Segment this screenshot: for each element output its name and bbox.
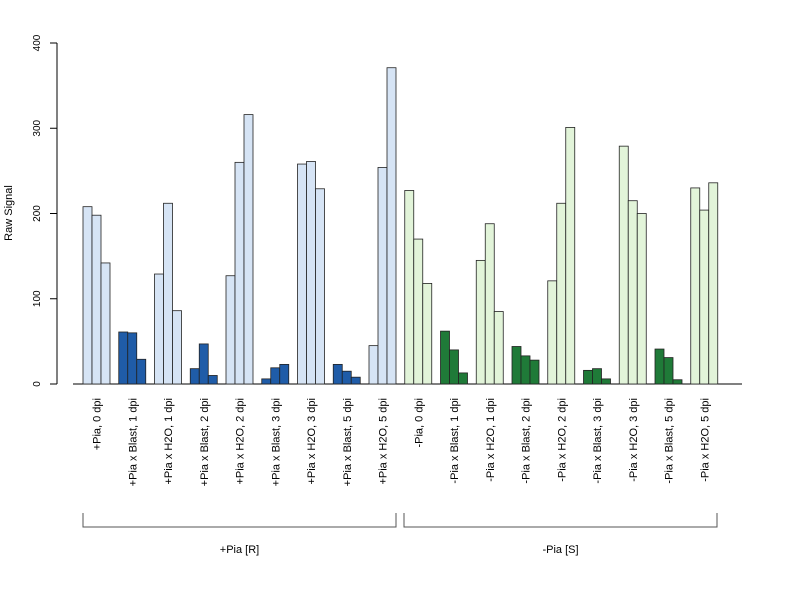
bar	[154, 273, 164, 385]
bar	[127, 332, 138, 385]
bar	[100, 262, 111, 385]
category-label: +Pia x H2O, 3 dpi	[306, 398, 318, 485]
group-label: +Pia [R]	[220, 544, 259, 556]
bar	[699, 209, 710, 385]
bar	[261, 378, 272, 385]
category-label: +Pia x H2O, 1 dpi	[163, 398, 175, 485]
bar	[332, 363, 343, 385]
y-axis: 0 100 200 300 400	[32, 34, 58, 387]
category-label: -Pia x Blast, 2 dpi	[521, 398, 533, 484]
bar	[592, 368, 602, 385]
bar	[636, 213, 647, 385]
bar	[91, 214, 102, 385]
y-tick-label: 400	[32, 34, 43, 51]
bar	[297, 163, 307, 385]
category-labels: +Pia, 0 dpi +Pia x Blast, 1 dpi +Pia x H2O…	[92, 398, 712, 486]
bar	[386, 67, 397, 385]
bar	[672, 379, 683, 385]
bar	[377, 167, 388, 385]
bar	[556, 202, 567, 385]
category-label: +Pia x Blast, 5 dpi	[342, 398, 354, 486]
bar	[690, 187, 701, 385]
category-label: +Pia x Blast, 1 dpi	[127, 398, 139, 486]
bar	[475, 259, 486, 385]
bar	[163, 202, 173, 385]
bar	[243, 114, 254, 385]
bar	[627, 200, 638, 385]
bar	[279, 363, 290, 385]
y-axis-title: Raw Signal	[3, 185, 15, 241]
bar	[547, 280, 558, 385]
bar	[422, 283, 433, 385]
category-label: -Pia x Blast, 3 dpi	[592, 398, 604, 484]
bar	[198, 343, 209, 385]
bar	[583, 369, 593, 385]
category-label: -Pia x Blast, 1 dpi	[449, 398, 461, 484]
category-label: -Pia x H2O, 5 dpi	[699, 398, 711, 482]
bar	[136, 358, 147, 385]
category-label: +Pia x Blast, 2 dpi	[199, 398, 211, 486]
bar	[511, 346, 522, 385]
bar	[493, 311, 504, 385]
category-label: -Pia x H2O, 2 dpi	[556, 398, 568, 482]
bar	[225, 275, 236, 385]
bar	[529, 359, 540, 385]
bar	[368, 345, 379, 385]
bar	[234, 161, 245, 385]
bar	[458, 372, 468, 385]
group-bracket	[403, 513, 718, 528]
group-brackets: +Pia [R] -Pia [S]	[82, 513, 718, 556]
category-label: +Pia x H2O, 5 dpi	[378, 398, 390, 485]
category-label: -Pia x Blast, 5 dpi	[664, 398, 676, 484]
bar	[663, 357, 674, 385]
bar	[270, 367, 281, 385]
category-label: -Pia x H2O, 3 dpi	[628, 398, 640, 482]
bar	[440, 330, 450, 385]
y-tick-label: 100	[32, 290, 43, 307]
bars-layer	[82, 67, 719, 385]
bar	[449, 349, 459, 385]
bar	[565, 126, 576, 385]
bar	[341, 370, 352, 385]
category-label: +Pia, 0 dpi	[92, 398, 104, 450]
category-label: +Pia x Blast, 3 dpi	[270, 398, 282, 486]
bar	[520, 355, 531, 385]
category-label: -Pia x H2O, 1 dpi	[485, 398, 497, 482]
bar	[315, 188, 325, 385]
bar	[601, 378, 611, 385]
bar	[207, 375, 218, 385]
bar	[708, 182, 719, 385]
bar	[306, 161, 316, 385]
category-label: -Pia, 0 dpi	[413, 398, 425, 448]
bar	[118, 331, 129, 385]
bar	[404, 190, 415, 385]
bar	[654, 348, 665, 385]
bar	[618, 145, 629, 385]
bar	[189, 368, 200, 385]
bar	[413, 238, 424, 385]
y-tick-label: 300	[32, 119, 43, 136]
bar	[484, 223, 495, 385]
bar	[350, 376, 361, 385]
y-tick-label: 0	[32, 381, 43, 387]
group-label: -Pia [S]	[542, 544, 578, 556]
category-label: +Pia x H2O, 2 dpi	[235, 398, 247, 485]
bar	[82, 206, 93, 385]
bar	[172, 310, 182, 385]
y-tick-label: 200	[32, 205, 43, 222]
group-bracket	[82, 513, 397, 528]
